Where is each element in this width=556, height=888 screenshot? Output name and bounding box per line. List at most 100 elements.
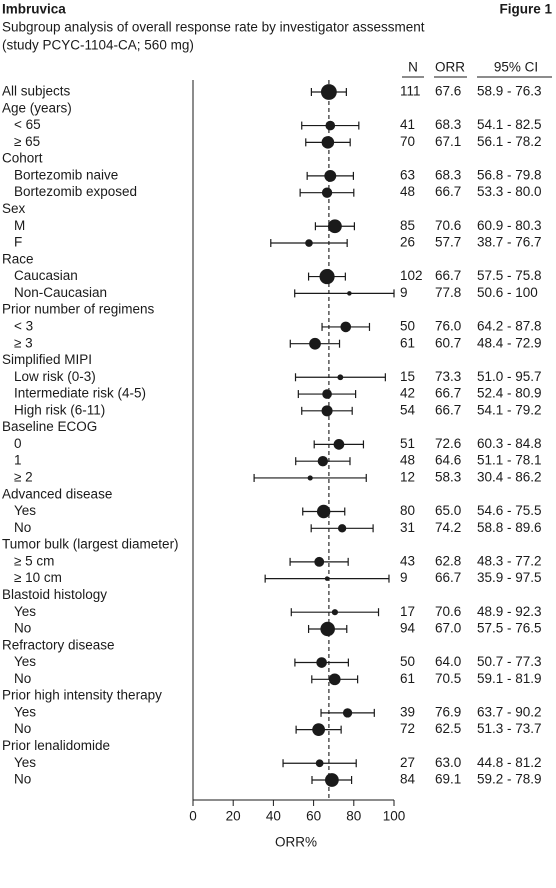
n-value: 51	[400, 436, 415, 451]
ci-value: 51.3 - 73.7	[477, 721, 542, 736]
orr-value: 67.0	[435, 621, 461, 636]
point-estimate	[320, 621, 335, 637]
ci-value: 57.5 - 75.8	[477, 268, 542, 283]
ci-value: 60.3 - 84.8	[477, 436, 542, 451]
orr-value: 66.7	[435, 570, 461, 585]
orr-value: 67.1	[435, 134, 461, 149]
point-estimate	[319, 269, 335, 285]
group-label: Sex	[2, 201, 26, 216]
n-value: 50	[400, 654, 415, 669]
point-estimate	[340, 321, 352, 333]
n-value: 72	[400, 721, 415, 736]
figure-label: Figure 1	[499, 2, 552, 17]
n-value: 42	[400, 386, 415, 401]
ci-value: 38.7 - 76.7	[477, 235, 542, 250]
ci-value: 57.5 - 76.5	[477, 621, 542, 636]
n-value: 12	[400, 470, 415, 485]
point-estimate	[324, 169, 337, 182]
subgroup-label: No	[14, 621, 31, 636]
ci-value: 54.1 - 79.2	[477, 402, 542, 417]
n-value: 63	[400, 167, 415, 182]
point-estimate	[337, 524, 347, 533]
ci-value: 48.4 - 72.9	[477, 335, 542, 350]
n-value: 61	[400, 671, 415, 686]
point-estimate	[321, 187, 333, 198]
group-label: Prior high intensity therapy	[2, 688, 162, 703]
group-label: Blastoid histology	[2, 587, 107, 602]
group-label: Cohort	[2, 151, 43, 166]
subgroup-label: Bortezomib naive	[14, 167, 118, 182]
column-header: ORR	[435, 60, 465, 75]
brand: Imbruvica	[2, 2, 66, 17]
n-value: 54	[400, 402, 416, 417]
point-estimate	[347, 291, 352, 296]
group-label: Tumor bulk (largest diameter)	[2, 537, 179, 552]
group-label: Simplified MIPI	[2, 352, 92, 367]
n-value: 94	[400, 621, 416, 636]
ci-value: 54.1 - 82.5	[477, 117, 542, 132]
subgroup-label: ≥ 5 cm	[14, 553, 54, 568]
point-estimate	[337, 374, 344, 381]
point-estimate	[312, 723, 325, 737]
orr-value: 77.8	[435, 285, 461, 300]
point-estimate	[315, 759, 324, 768]
n-value: 48	[400, 453, 415, 468]
subgroup-label: Yes	[14, 755, 36, 770]
ci-value: 52.4 - 80.9	[477, 386, 542, 401]
subgroup-label: No	[14, 772, 31, 787]
n-value: 84	[400, 772, 416, 787]
orr-value: 62.5	[435, 721, 461, 736]
orr-value: 66.7	[435, 402, 461, 417]
subgroup-label: Non-Caucasian	[14, 285, 107, 300]
orr-value: 65.0	[435, 503, 461, 518]
group-label: Baseline ECOG	[2, 419, 97, 434]
ci-value: 59.1 - 81.9	[477, 671, 542, 686]
orr-value: 70.5	[435, 671, 461, 686]
point-estimate	[320, 84, 337, 100]
n-value: 31	[400, 520, 415, 535]
ci-value: 44.8 - 81.2	[477, 755, 542, 770]
ci-value: 48.3 - 77.2	[477, 553, 542, 568]
n-value: 9	[400, 570, 408, 585]
n-value: 50	[400, 318, 415, 333]
n-value: 9	[400, 285, 408, 300]
ci-value: 53.3 - 80.0	[477, 184, 542, 199]
ci-value: 51.0 - 95.7	[477, 369, 542, 384]
point-estimate	[314, 556, 325, 567]
x-tick-label: 20	[226, 809, 241, 824]
ci-value: 59.2 - 78.9	[477, 772, 542, 787]
column-header: 95% CI	[494, 60, 538, 75]
n-value: 15	[400, 369, 415, 384]
subgroup-label: < 3	[14, 318, 33, 333]
x-tick-label: 80	[346, 809, 361, 824]
orr-value: 62.8	[435, 553, 461, 568]
point-estimate	[331, 609, 338, 616]
orr-value: 66.7	[435, 268, 461, 283]
point-estimate	[316, 657, 327, 668]
n-value: 61	[400, 335, 415, 350]
ci-value: 54.6 - 75.5	[477, 503, 542, 518]
subgroup-label: All subjects	[2, 84, 71, 99]
orr-value: 70.6	[435, 604, 461, 619]
ci-value: 63.7 - 90.2	[477, 704, 542, 719]
subgroup-label: 0	[14, 436, 22, 451]
n-value: 17	[400, 604, 415, 619]
point-estimate	[324, 576, 330, 581]
subgroup-label: Yes	[14, 604, 36, 619]
point-estimate	[322, 389, 332, 399]
n-value: 111	[400, 84, 421, 99]
x-axis-label: ORR%	[275, 835, 317, 850]
ci-value: 50.7 - 77.3	[477, 654, 542, 669]
n-value: 43	[400, 553, 415, 568]
column-header: N	[408, 60, 418, 75]
orr-value: 63.0	[435, 755, 461, 770]
ci-value: 58.9 - 76.3	[477, 84, 542, 99]
ci-value: 50.6 - 100	[477, 285, 538, 300]
point-estimate	[321, 405, 333, 417]
subgroup-label: Yes	[14, 654, 36, 669]
point-estimate	[317, 455, 329, 467]
subgroup-label: M	[14, 218, 25, 233]
orr-value: 64.0	[435, 654, 461, 669]
ci-value: 30.4 - 86.2	[477, 470, 542, 485]
